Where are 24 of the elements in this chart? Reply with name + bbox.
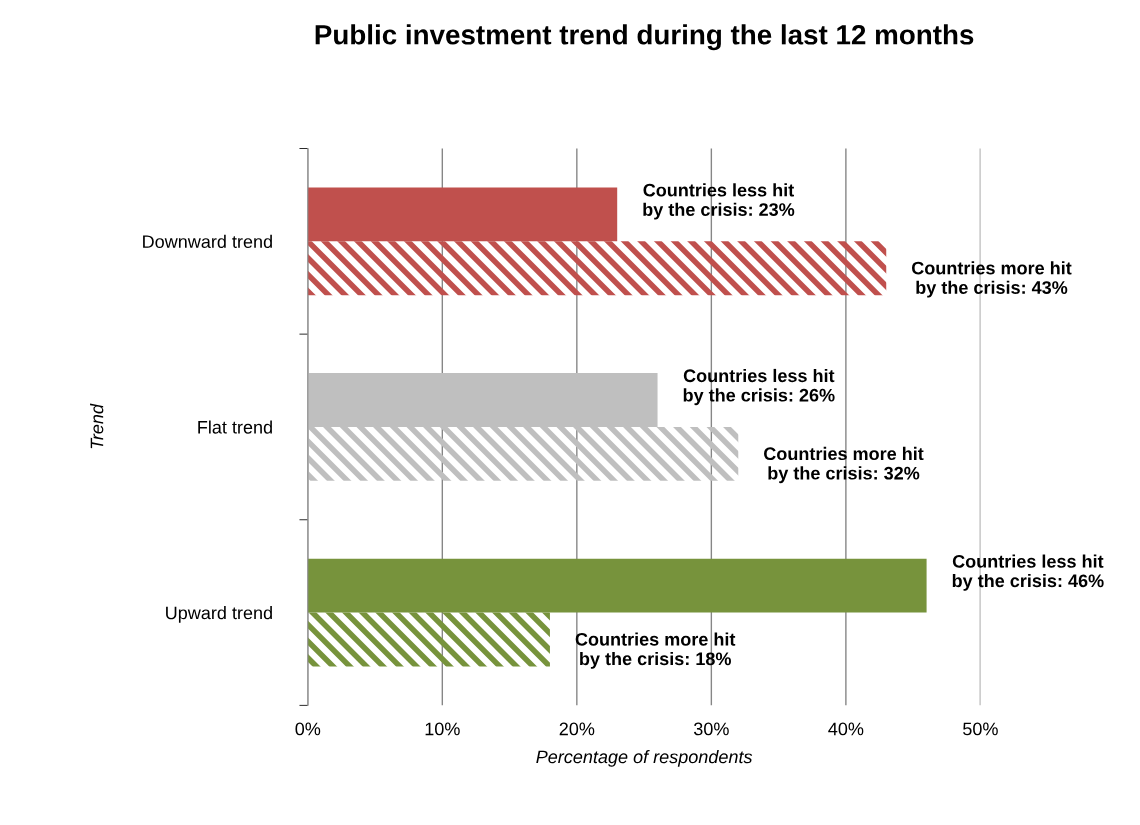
data-label: Countries more hit by the crisis: 18% [575,632,736,669]
bar [307,373,658,427]
bar [307,187,618,242]
data-label: Countries less hit by the crisis: 46% [952,554,1104,591]
bar [307,426,739,481]
x-tick-label: 20% [559,722,595,736]
y-tick-label: Downward trend [143,234,272,249]
x-tick-label: 0% [295,722,321,736]
data-label: Countries more hit by the crisis: 43% [911,261,1072,298]
x-tick-label: 30% [693,722,729,736]
x-tick-label: 40% [828,722,864,736]
y-axis-title: Trend [90,403,104,449]
chart-title: Public investment trend during the last 12 months [315,24,974,51]
x-tick-label: 10% [425,722,460,736]
data-label: Countries more hit by the crisis: 32% [764,446,924,484]
bar [307,241,887,296]
y-tick-label: Flat trend [198,420,272,434]
bar [307,558,927,613]
x-tick-label: 50% [963,722,998,736]
bar [307,612,550,667]
y-tick-label: Upward trend [166,606,272,623]
data-label: Countries less hit by the crisis: 26% [683,368,835,406]
x-axis-title: Percentage of respondents [536,749,753,767]
data-label: Countries less hit by the crisis: 23% [643,183,795,220]
